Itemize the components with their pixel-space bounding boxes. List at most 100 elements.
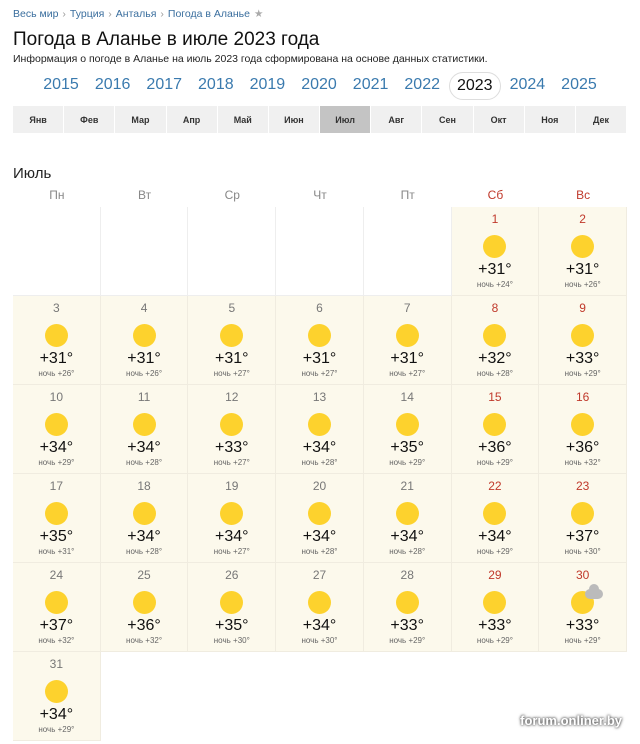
day-cell[interactable]: 20 +34° ночь +28° [276,474,364,563]
night-temperature: ночь +29° [476,547,513,556]
month-tab-8[interactable]: Авг [371,106,423,133]
month-tab-2[interactable]: Фев [64,106,116,133]
year-2016[interactable]: 2016 [94,76,131,93]
year-2023[interactable]: 2023 [448,72,501,100]
month-tab-5[interactable]: Май [218,106,269,133]
star-icon[interactable]: ★ [253,8,264,20]
day-cell[interactable]: 21 +34° ночь +28° [363,474,452,563]
sun-icon [395,591,419,614]
sun-icon [483,502,507,525]
sun-icon [44,413,68,436]
day-cell[interactable]: 4 +31° ночь +26° [100,296,189,385]
day-number: 26 [225,568,239,582]
empty-cell [100,207,189,296]
day-cell[interactable]: 25 +36° ночь +32° [100,563,189,652]
sun-icon [307,413,331,436]
night-temperature: ночь +26° [38,369,75,378]
day-cell[interactable]: 16 +36° ночь +32° [539,385,627,474]
day-cell[interactable]: 8 +32° ночь +28° [451,296,540,385]
day-cell[interactable]: 30 +33° ночь +29° [539,563,627,652]
weekday-label: Пт [400,188,415,202]
night-temperature: ночь +32° [38,636,75,645]
day-cell[interactable]: 22 +34° ночь +29° [451,474,540,563]
month-tab-4[interactable]: Апр [167,106,218,133]
day-cell[interactable]: 11 +34° ночь +28° [100,385,189,474]
cloud-icon [585,584,604,599]
day-cell[interactable]: 23 +37° ночь +30° [539,474,627,563]
night-temperature: ночь +27° [213,369,250,378]
year-2017[interactable]: 2017 [146,76,183,93]
day-cell[interactable]: 29 +33° ночь +29° [451,563,540,652]
weekday-label: Чт [313,188,327,202]
calendar-grid: 1 +31° ночь +24° 2 +31° ночь +26° 3 +31° ночь +2… [13,207,627,741]
day-temperature: +35° [215,617,249,634]
day-cell[interactable]: 15 +36° ночь +29° [451,385,540,474]
day-temperature: +33° [215,439,249,456]
night-temperature: ночь +32° [564,458,601,467]
day-cell[interactable]: 12 +33° ночь +27° [188,385,277,474]
day-cell[interactable]: 9 +33° ночь +29° [539,296,627,385]
day-cell[interactable]: 24 +37° ночь +32° [13,563,101,652]
night-temperature: ночь +31° [38,547,75,556]
day-temperature: +34° [127,528,161,545]
day-cell[interactable]: 3 +31° ночь +26° [13,296,101,385]
sun-icon [571,235,595,258]
sun-icon [483,591,507,614]
year-2021[interactable]: 2021 [352,76,389,93]
day-cell[interactable]: 10 +34° ночь +29° [13,385,101,474]
night-temperature: ночь +29° [476,458,513,467]
day-temperature: +31° [302,350,337,367]
day-cell[interactable]: 28 +33° ночь +29° [363,563,452,652]
day-number: 30 [575,568,590,582]
day-cell[interactable]: 7 +31° ночь +27° [363,296,452,385]
breadcrumb-turkey[interactable]: Турция [69,8,105,20]
day-number: 14 [400,390,414,404]
breadcrumb-antalya[interactable]: Анталья [115,8,157,20]
year-2015[interactable]: 2015 [43,76,79,93]
weekday-label: Вт [138,188,152,202]
year-2025[interactable]: 2025 [561,76,597,93]
month-tab-10[interactable]: Окт [474,106,525,133]
day-number: 27 [312,568,327,582]
month-tab-1[interactable]: Янв [13,106,65,133]
day-cell[interactable]: 18 +34° ночь +28° [100,474,189,563]
day-temperature: +31° [127,350,161,367]
day-cell[interactable]: 26 +35° ночь +30° [188,563,277,652]
night-temperature: ночь +27° [213,547,250,556]
month-tab-6[interactable]: Июн [269,106,321,133]
day-cell[interactable]: 14 +35° ночь +29° [363,385,452,474]
sun-icon [44,502,68,525]
month-tab-7[interactable]: Июл [320,106,372,133]
sun-icon [44,680,68,703]
month-tab-12[interactable]: Дек [576,106,628,133]
day-cell[interactable]: 19 +34° ночь +27° [188,474,277,563]
month-title: Июль [13,165,52,182]
sun-icon [571,413,595,436]
day-number: 19 [225,479,239,493]
sun-icon [132,413,156,436]
breadcrumb-alanya[interactable]: Погода в Аланье [167,8,250,20]
sun-icon [483,413,507,436]
day-cell[interactable]: 13 +34° ночь +28° [276,385,364,474]
month-tab-11[interactable]: Ноя [525,106,576,133]
month-tab-9[interactable]: Сен [422,106,474,133]
day-cell[interactable]: 6 +31° ночь +27° [276,296,364,385]
day-cell[interactable]: 2 +31° ночь +26° [539,207,627,296]
empty-cell [363,207,452,296]
month-tab-3[interactable]: Мар [115,106,167,133]
day-cell[interactable]: 27 +34° ночь +30° [276,563,364,652]
year-2018[interactable]: 2018 [198,76,234,93]
year-2019[interactable]: 2019 [249,76,286,93]
day-number: 16 [575,390,590,404]
breadcrumb-world[interactable]: Весь мир [13,8,59,20]
day-cell[interactable]: 1 +31° ночь +24° [451,207,540,296]
year-2020[interactable]: 2020 [301,76,337,93]
year-2022[interactable]: 2022 [404,76,440,93]
night-temperature: ночь +27° [301,369,338,378]
sun-icon [483,324,507,347]
day-cell[interactable]: 31 +34° ночь +29° [13,652,101,741]
day-cell[interactable]: 17 +35° ночь +31° [13,474,101,563]
year-2024[interactable]: 2024 [509,76,546,93]
month-tabs: Янв Фев Мар Апр Май Июн Июл Авг Сен Окт Ноя Дек [13,106,628,133]
day-cell[interactable]: 5 +31° ночь +27° [188,296,277,385]
